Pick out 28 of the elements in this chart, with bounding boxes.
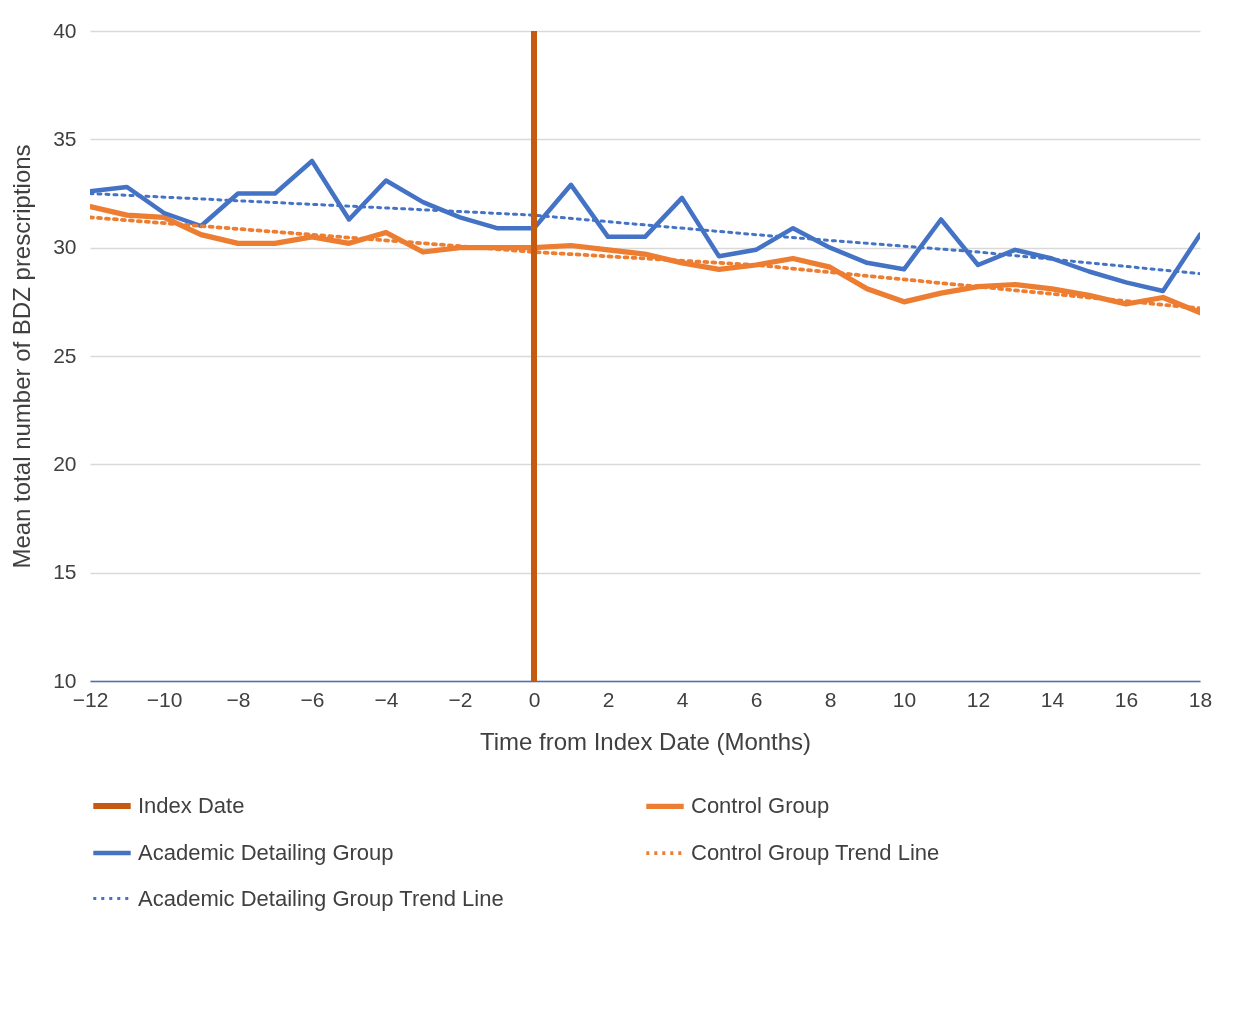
x-tick-label: 6 [750, 687, 763, 711]
x-tick-label: 4 [676, 687, 689, 711]
y-axis-title: Mean total number of BDZ prescriptions [8, 144, 36, 569]
legend-label: Index Date [138, 793, 245, 818]
x-tick-label: 0 [528, 687, 541, 711]
x-tick-label: −8 [226, 687, 251, 711]
x-tick-label: 12 [966, 687, 991, 711]
y-tick-label: 35 [53, 126, 77, 150]
y-tick-label: 20 [53, 451, 77, 475]
x-tick-label: 10 [892, 687, 917, 711]
legend-label: Control Group [691, 793, 830, 819]
legend-label: Academic Detailing Group [138, 840, 394, 865]
legend-label: Academic Detailing Group Trend Line [138, 885, 504, 911]
y-tick-label: 25 [53, 343, 77, 367]
y-tick-label: 40 [53, 18, 77, 42]
x-tick-label: −2 [448, 687, 473, 711]
legend-label: Control Group Trend Line [691, 840, 940, 865]
x-tick-label: 14 [1040, 687, 1065, 711]
x-tick-label: −10 [146, 687, 183, 711]
x-tick-label: 2 [602, 687, 615, 711]
x-tick-label: 16 [1114, 687, 1139, 711]
x-axis-title: Time from Index Date (Months) [479, 727, 812, 755]
y-tick-label: 15 [53, 560, 77, 584]
x-tick-label: 18 [1188, 687, 1213, 711]
y-tick-label: 30 [53, 235, 77, 259]
x-tick-label: 8 [824, 687, 837, 711]
x-tick-label: −6 [300, 687, 325, 711]
x-tick-label: −4 [374, 687, 399, 711]
